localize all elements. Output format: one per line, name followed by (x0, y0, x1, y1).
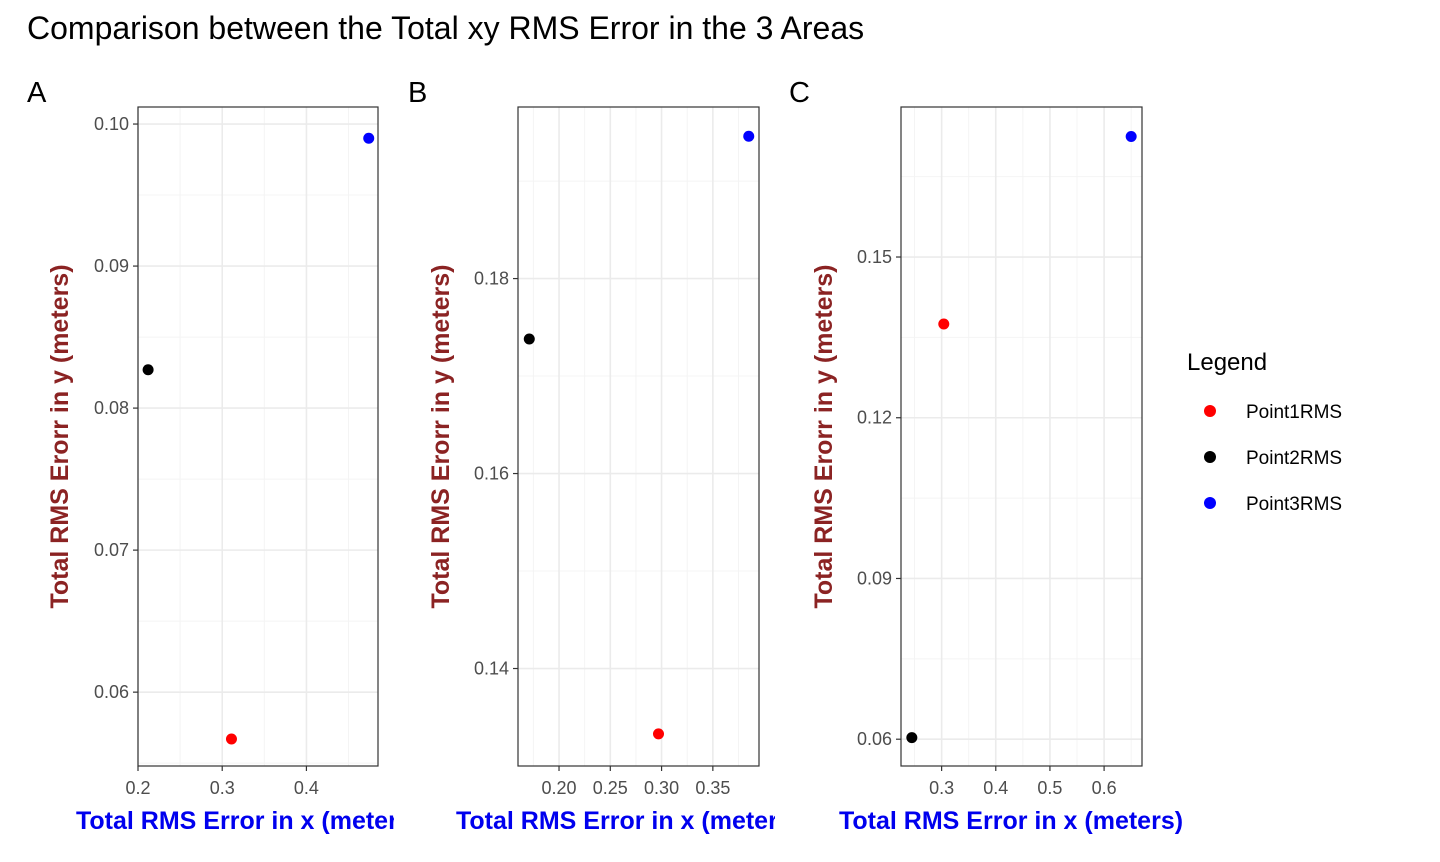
y-tick-label: 0.18 (474, 269, 509, 289)
chart-title: Comparison between the Total xy RMS Erro… (27, 10, 864, 46)
point-point3rms (1125, 130, 1137, 142)
legend-label: Point2RMS (1246, 448, 1342, 469)
legend-items: Point1RMS Point2RMS Point3RMS (1204, 402, 1342, 515)
y-tick-label: 0.06 (857, 729, 892, 749)
legend-label: Point1RMS (1246, 402, 1342, 423)
x-tick-label: 0.3 (210, 778, 235, 798)
panel-c: C 0.3 0.4 0.5 0.6 0.06 0.09 0.12 0.15 Total RMS E… (789, 77, 1183, 835)
point-point1rms (652, 728, 664, 740)
panel-tag: A (27, 77, 47, 109)
y-tick-label: 0.09 (857, 568, 892, 588)
x-axis-label: Total RMS Error in x (meters) (76, 807, 420, 835)
point-point3rms (363, 132, 375, 144)
y-tick-label: 0.10 (94, 114, 129, 134)
y-tick-label: 0.06 (94, 682, 129, 702)
legend-item: Point1RMS (1204, 402, 1342, 423)
x-tick-label: 0.2 (125, 778, 150, 798)
y-tick-label: 0.14 (474, 659, 509, 679)
x-tick-label: 0.20 (541, 778, 576, 798)
x-tick-label: 0.30 (644, 778, 679, 798)
x-axis-label: Total RMS Error in x (meters) (456, 807, 800, 835)
plot-background (138, 107, 378, 766)
point-point3rms (743, 130, 755, 142)
x-tick-label: 0.6 (1092, 778, 1117, 798)
legend-key-icon (1204, 451, 1216, 463)
legend-item: Point3RMS (1204, 494, 1342, 515)
plot-frame (517, 106, 760, 767)
point-point2rms (142, 364, 154, 376)
x-tick-label: 0.35 (695, 778, 730, 798)
x-axis-label: Total RMS Error in x (meters) (839, 807, 1183, 835)
x-tick-label: 0.5 (1037, 778, 1062, 798)
point-point2rms (906, 732, 918, 744)
point-point2rms (523, 333, 535, 345)
plot-background (901, 107, 1142, 766)
y-axis-label: Total RMS Erorr in y (meters) (46, 264, 74, 608)
plot-frame (137, 106, 379, 767)
point-point1rms (938, 318, 950, 330)
y-tick-label: 0.07 (94, 540, 129, 560)
y-tick-label: 0.09 (94, 256, 129, 276)
y-tick-label: 0.08 (94, 398, 129, 418)
y-tick-label: 0.12 (857, 408, 892, 428)
plot-frame (900, 106, 1143, 767)
y-tick-label: 0.15 (857, 247, 892, 267)
plot-background (518, 107, 759, 766)
panels: A 0.2 0.3 0.4 0.06 0.07 0.08 0.09 0.10 Total RMS … (27, 77, 1183, 835)
x-tick-label: 0.3 (929, 778, 954, 798)
legend: Legend Point1RMS Point2RMS Point3RMS (1187, 349, 1342, 515)
x-tick-label: 0.4 (294, 778, 319, 798)
legend-label: Point3RMS (1246, 494, 1342, 515)
legend-title: Legend (1187, 349, 1267, 376)
y-axis-label: Total RMS Erorr in y (meters) (427, 264, 455, 608)
panel-a: A 0.2 0.3 0.4 0.06 0.07 0.08 0.09 0.10 Total RMS … (27, 77, 420, 835)
x-tick-label: 0.25 (593, 778, 628, 798)
legend-item: Point2RMS (1204, 448, 1342, 469)
legend-key-icon (1204, 497, 1216, 509)
panel-tag: B (408, 77, 427, 109)
panel-tag: C (789, 77, 810, 109)
point-point1rms (225, 733, 237, 745)
panel-b: B 0.20 0.25 0.30 0.35 0.14 0.16 0.18 Total RMS E… (408, 77, 800, 835)
y-axis-label: Total RMS Erorr in y (meters) (810, 264, 838, 608)
legend-key-icon (1204, 405, 1216, 417)
x-tick-label: 0.4 (983, 778, 1008, 798)
y-tick-label: 0.16 (474, 464, 509, 484)
